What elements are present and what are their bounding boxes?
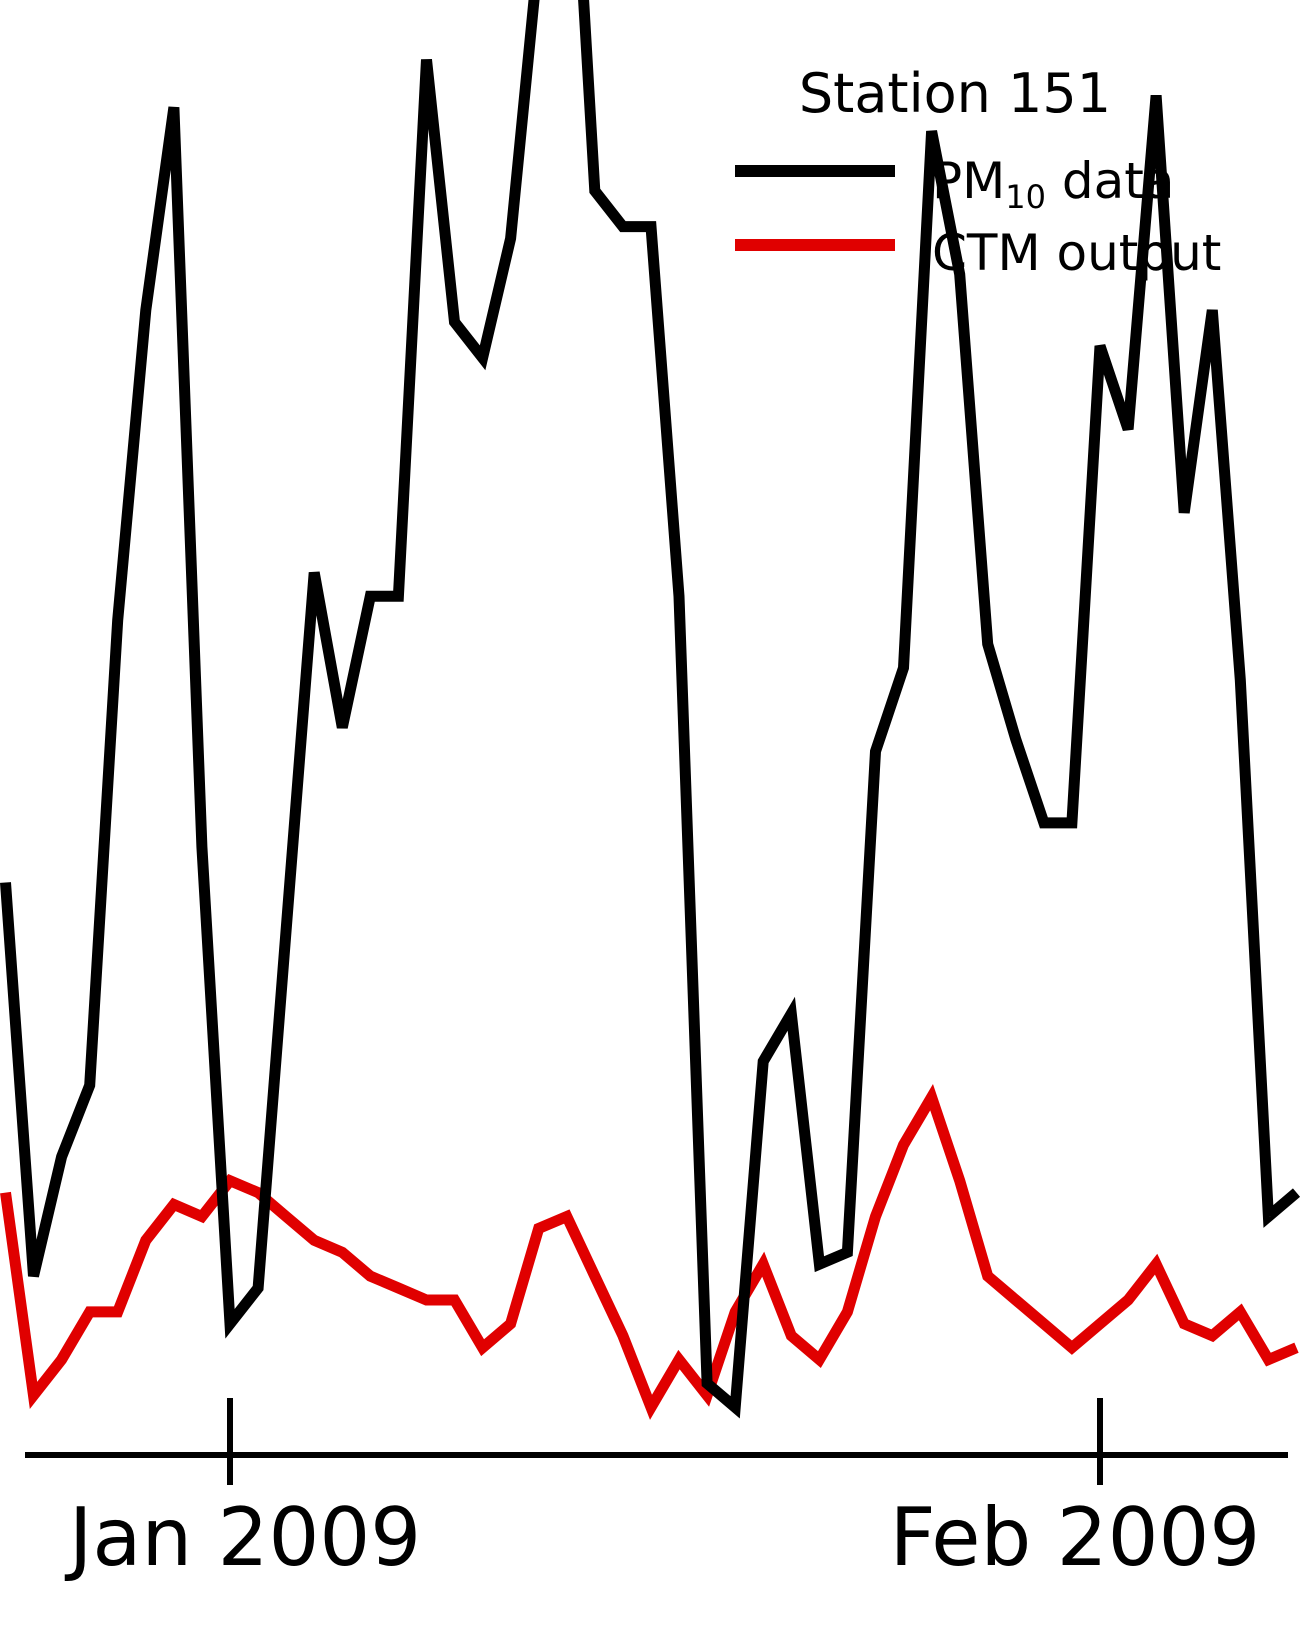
legend-label-pm10-subscript: 10 bbox=[1005, 178, 1046, 216]
legend: Station 151 PM10 data CTM output bbox=[735, 62, 1221, 282]
legend-title: Station 151 bbox=[799, 62, 1111, 125]
legend-label-pm10-main: PM bbox=[932, 152, 1005, 210]
legend-label-ctm: CTM output bbox=[932, 224, 1221, 282]
x-tick-label: Jan 2009 bbox=[64, 1491, 421, 1584]
legend-label-pm10-rest: data bbox=[1046, 152, 1175, 210]
series-layer bbox=[0, 0, 1300, 1420]
legend-label-pm10: PM10 data bbox=[932, 152, 1175, 216]
series-line-pm10 bbox=[0, 0, 1300, 1419]
x-axis-ticks: Jan 2009 Feb 2009 bbox=[64, 1398, 1261, 1584]
series-line-ctm bbox=[0, 1084, 1299, 1420]
x-tick-label: Feb 2009 bbox=[890, 1491, 1261, 1584]
